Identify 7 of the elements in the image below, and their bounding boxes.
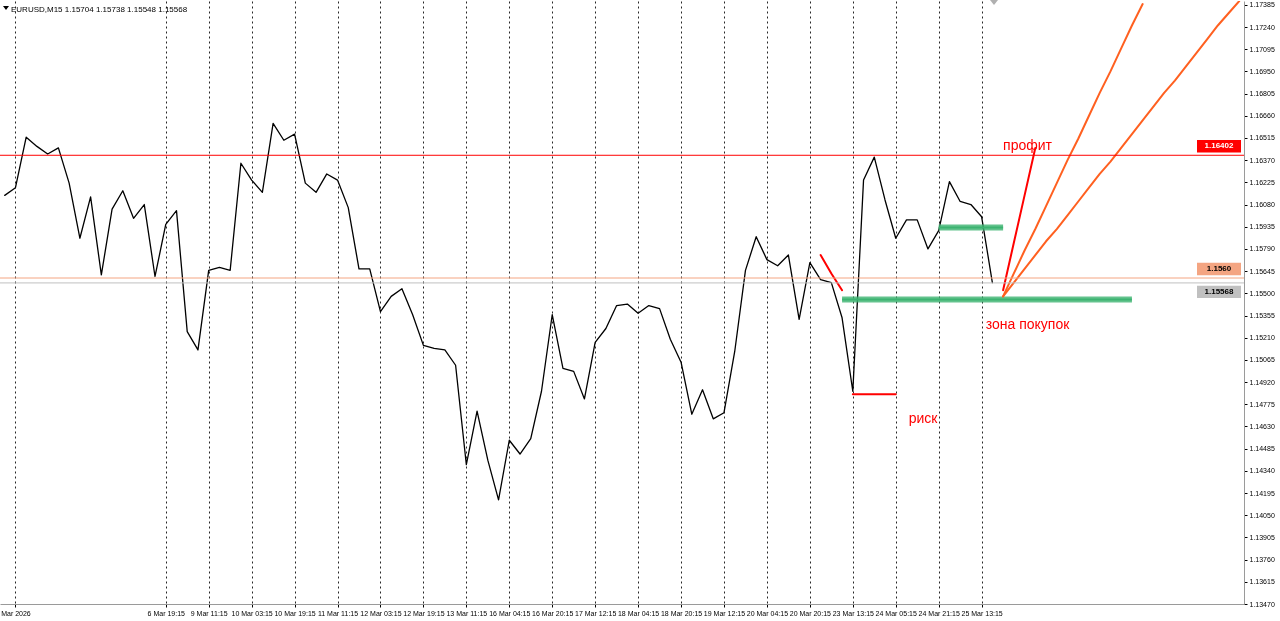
ref-line-label: 1.1560 <box>1206 264 1232 274</box>
ref-line-label: 1.16402 <box>1204 141 1235 151</box>
annotation: профит <box>1003 137 1053 154</box>
chart-title: EURUSD,M15 1.15704 1.15738 1.15548 1.15568 <box>11 4 188 14</box>
annotation: риск <box>908 409 939 426</box>
ref-line-label: 1.15568 <box>1204 286 1235 296</box>
annotation: зона покупок <box>985 315 1071 332</box>
